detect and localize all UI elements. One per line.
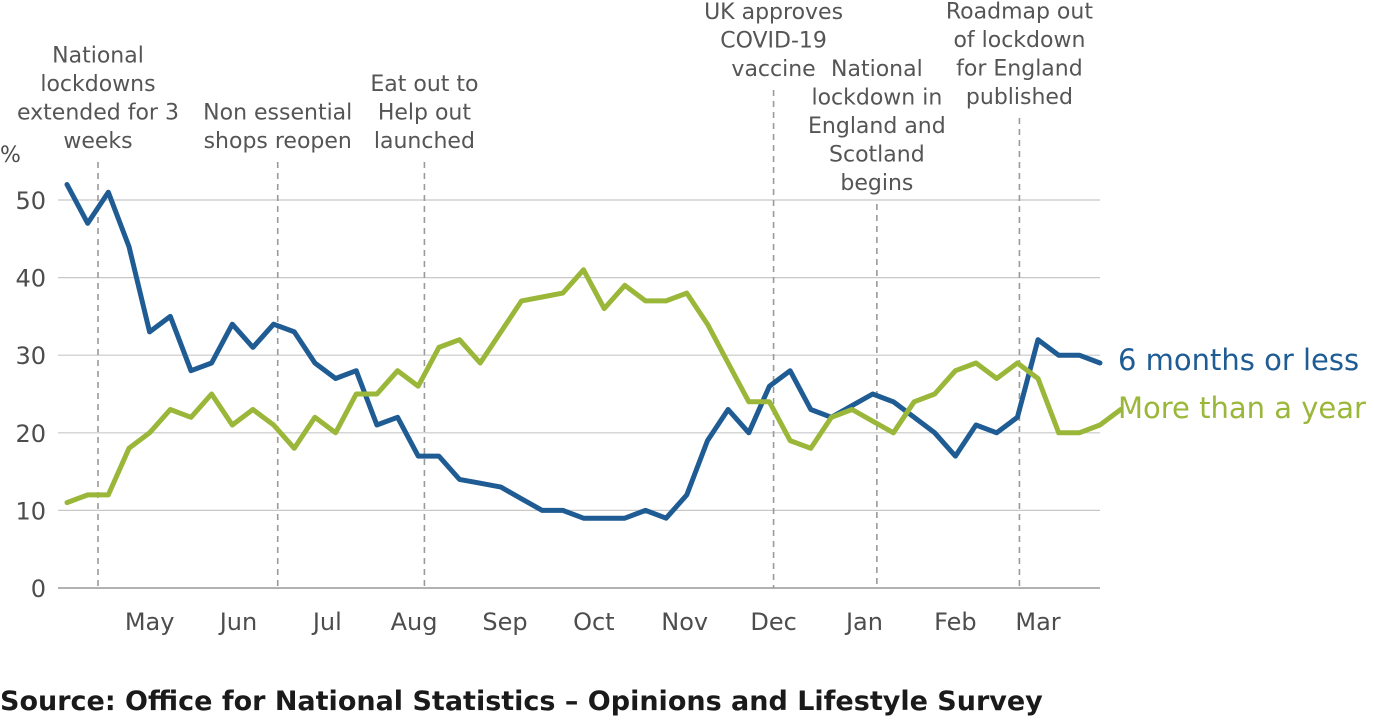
y-tick-label: 40	[15, 265, 46, 293]
y-tick-label: 20	[15, 420, 46, 448]
annotation-text: extended for 3	[17, 101, 179, 126]
legend: 6 months or less More than a year	[1118, 343, 1366, 425]
y-axis-unit-label: %	[0, 143, 21, 168]
annotation-text: for England	[956, 57, 1083, 82]
y-tick-label: 0	[31, 575, 46, 603]
event-annotations: National lockdowns extended for 3 weeks Non …	[17, 0, 1093, 588]
x-tick-label: Jan	[844, 608, 883, 636]
annotation-text: launched	[374, 129, 475, 154]
annotation-text: shops reopen	[204, 129, 352, 154]
x-tick-label: Feb	[934, 608, 977, 636]
y-axis: 0 10 20 30 40 50	[15, 187, 46, 603]
legend-label: More than a year	[1118, 391, 1366, 425]
annotation-text: published	[966, 85, 1073, 110]
legend-label: 6 months or less	[1118, 343, 1359, 377]
x-tick-label: Nov	[661, 608, 708, 636]
annotation-text: Non essential	[203, 101, 352, 126]
annotation-text: UK approves	[704, 0, 843, 25]
annotation-text: Scotland	[829, 143, 925, 168]
y-tick-label: 50	[15, 187, 46, 215]
x-tick-label: Oct	[573, 608, 615, 636]
x-tick-label: Aug	[391, 608, 438, 636]
series-line-more-than-a-year	[64, 267, 1124, 506]
x-tick-label: Jul	[311, 608, 342, 636]
y-tick-label: 30	[15, 342, 46, 370]
x-tick-label: Mar	[1015, 608, 1060, 636]
x-axis: May Jun Jul Aug Sep Oct Nov Dec Jan Feb Mar	[125, 608, 1061, 636]
annotation-text: National	[52, 44, 144, 69]
x-tick-label: May	[125, 608, 175, 636]
source-note: Source: Office for National Statistics –…	[0, 686, 1043, 717]
annotation-text: Help out	[378, 101, 472, 126]
series-line-six-months-or-less	[64, 182, 1103, 521]
annotation-text: Eat out to	[370, 72, 478, 97]
annotation-text: lockdown in	[811, 86, 942, 111]
x-tick-label: Dec	[750, 608, 796, 636]
annotation-text: begins	[840, 171, 913, 196]
annotation-text: lockdowns	[40, 72, 155, 97]
annotation-text: England and	[808, 114, 946, 139]
annotation-text: vaccine	[731, 57, 815, 82]
annotation-text: weeks	[63, 129, 132, 154]
x-tick-label: Sep	[482, 608, 527, 636]
series-lines	[64, 182, 1124, 521]
x-tick-label: Jun	[218, 608, 258, 636]
y-tick-label: 10	[15, 497, 46, 525]
annotation-text: COVID-19	[720, 29, 827, 54]
annotation-text: National	[831, 57, 923, 82]
annotation-text: Roadmap out	[946, 0, 1093, 25]
line-chart: 0 10 20 30 40 50 % National lockdowns extended …	[0, 0, 1366, 636]
annotation-text: of lockdown	[953, 28, 1085, 53]
